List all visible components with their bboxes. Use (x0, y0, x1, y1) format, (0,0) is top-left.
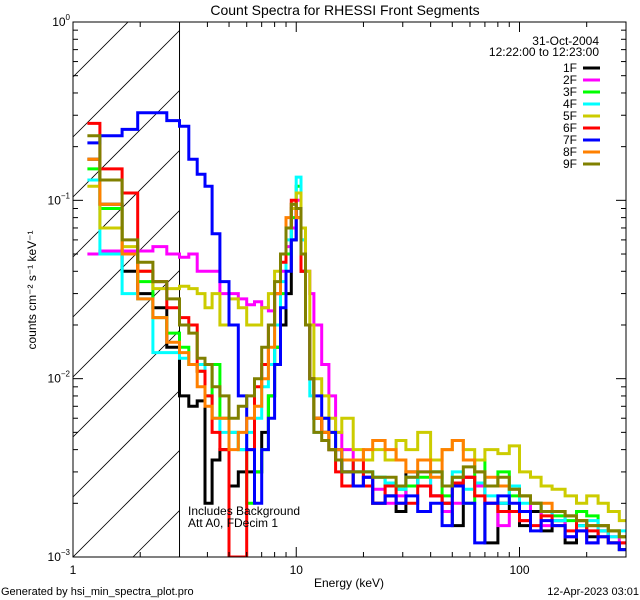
legend-label-2F: 2F (563, 73, 577, 87)
x-tick-label: 1 (70, 563, 77, 577)
hatch-line (73, 150, 180, 258)
annotation-attenuator: Att A0, FDecim 1 (188, 516, 278, 530)
y-tick-label: 100 (52, 13, 70, 29)
series-4F (87, 175, 626, 539)
hatch-line (132, 510, 180, 557)
hatch-line (73, 210, 180, 318)
hatch-line (73, 450, 180, 557)
series-5F (87, 184, 626, 523)
legend-label-1F: 1F (563, 61, 577, 75)
series-9F (87, 134, 626, 539)
legend-label-3F: 3F (563, 85, 577, 99)
chart-title: Count Spectra for RHESSI Front Segments (210, 2, 479, 18)
legend-label-8F: 8F (563, 145, 577, 159)
footer-generated-by: Generated by hsi_min_spectra_plot.pro (1, 586, 194, 598)
hatch-line (73, 22, 129, 78)
y-tick-label: 10−3 (48, 548, 71, 564)
legend-label-4F: 4F (563, 97, 577, 111)
legend-label-9F: 9F (563, 157, 577, 171)
footer-date: 12-Apr-2023 03:01 (547, 586, 639, 598)
y-axis-label: counts cm⁻² s⁻¹ keV⁻¹ (25, 230, 39, 349)
hatch-line (73, 330, 180, 438)
legend-label-5F: 5F (563, 109, 577, 123)
hatch-line (73, 270, 180, 378)
y-tick-label: 10−1 (48, 191, 71, 207)
x-axis-label: Energy (keV) (314, 576, 384, 590)
annotation-background: Includes Background (188, 504, 300, 518)
legend-label-7F: 7F (563, 133, 577, 147)
legend-label-6F: 6F (563, 121, 577, 135)
series-2F (87, 198, 626, 545)
legend-date: 31-Oct-2004 (532, 34, 599, 48)
x-tick-label: 100 (509, 563, 529, 577)
hatched-region (73, 22, 180, 557)
y-tick-label: 10−2 (48, 370, 71, 386)
hatch-line (73, 390, 180, 498)
hatch-line (73, 30, 180, 138)
series-1F (87, 157, 626, 552)
x-tick-label: 10 (290, 563, 304, 577)
legend-time-range: 12:22:00 to 12:23:00 (489, 45, 599, 59)
plot-frame (72, 21, 627, 558)
